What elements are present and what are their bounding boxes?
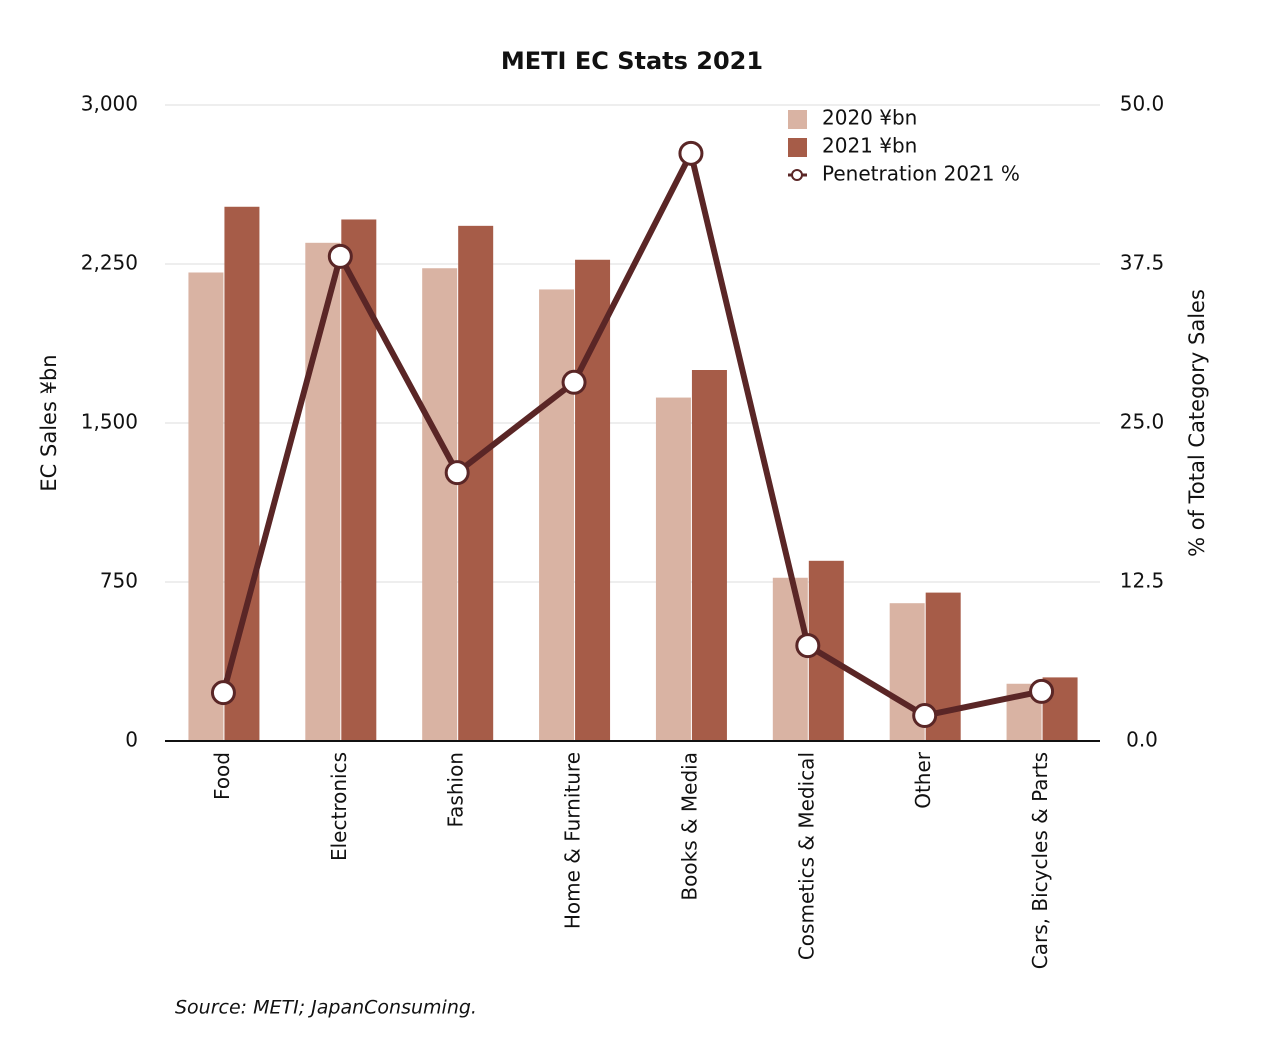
bar [575, 259, 611, 741]
y2-tick-label: 25.0 [1120, 410, 1165, 434]
line [220, 144, 1043, 719]
bar [224, 206, 260, 741]
bar [458, 225, 494, 742]
bar [691, 370, 727, 741]
x-tick-label: Fashion [444, 752, 468, 828]
y-tick-label: 1,500 [81, 410, 138, 434]
line-marker [795, 633, 821, 659]
y2-tick-label: 50.0 [1120, 92, 1165, 116]
line-marker [678, 140, 704, 166]
legend-label: 2021 ¥bn [822, 134, 917, 158]
chart-title: METI EC Stats 2021 [501, 47, 763, 75]
line-marker [327, 243, 353, 269]
bar [539, 289, 575, 741]
y-tick-label: 2,250 [81, 251, 138, 275]
x-tick-label: Cosmetics & Medical [794, 752, 818, 960]
bar [772, 577, 808, 741]
y-tick-label: 750 [100, 569, 138, 593]
bar [422, 268, 458, 741]
source-note: Source: METI; JapanConsuming. [175, 997, 477, 1019]
y2-axis-title: % of Total Category Sales [1185, 289, 1209, 557]
x-tick-label: Food [210, 752, 234, 800]
y-axis-title: EC Sales ¥bn [37, 354, 61, 491]
x-tick-label: Other [911, 751, 935, 809]
line-marker [912, 703, 938, 729]
bar [655, 397, 691, 741]
legend-swatch [788, 138, 807, 157]
legend-swatch [788, 110, 807, 129]
x-tick-label: Home & Furniture [561, 752, 585, 929]
line-marker [1029, 678, 1055, 704]
x-tick-label: Books & Media [677, 752, 701, 901]
x-tick-label: Electronics [327, 752, 351, 861]
line-marker [444, 460, 470, 486]
y2-tick-label: 0.0 [1126, 728, 1158, 752]
y-tick-label: 3,000 [81, 92, 138, 116]
legend-label: 2020 ¥bn [822, 106, 917, 130]
line-marker [561, 369, 587, 395]
line-marker [210, 680, 236, 706]
legend-label: Penetration 2021 % [822, 162, 1020, 186]
bar [188, 272, 224, 741]
y2-tick-label: 12.5 [1120, 569, 1165, 593]
y-tick-label: 0 [125, 728, 138, 752]
y2-tick-label: 37.5 [1120, 251, 1165, 275]
legend-swatch [791, 169, 803, 181]
bar [341, 219, 377, 742]
x-tick-label: Cars, Bicycles & Parts [1028, 752, 1052, 969]
